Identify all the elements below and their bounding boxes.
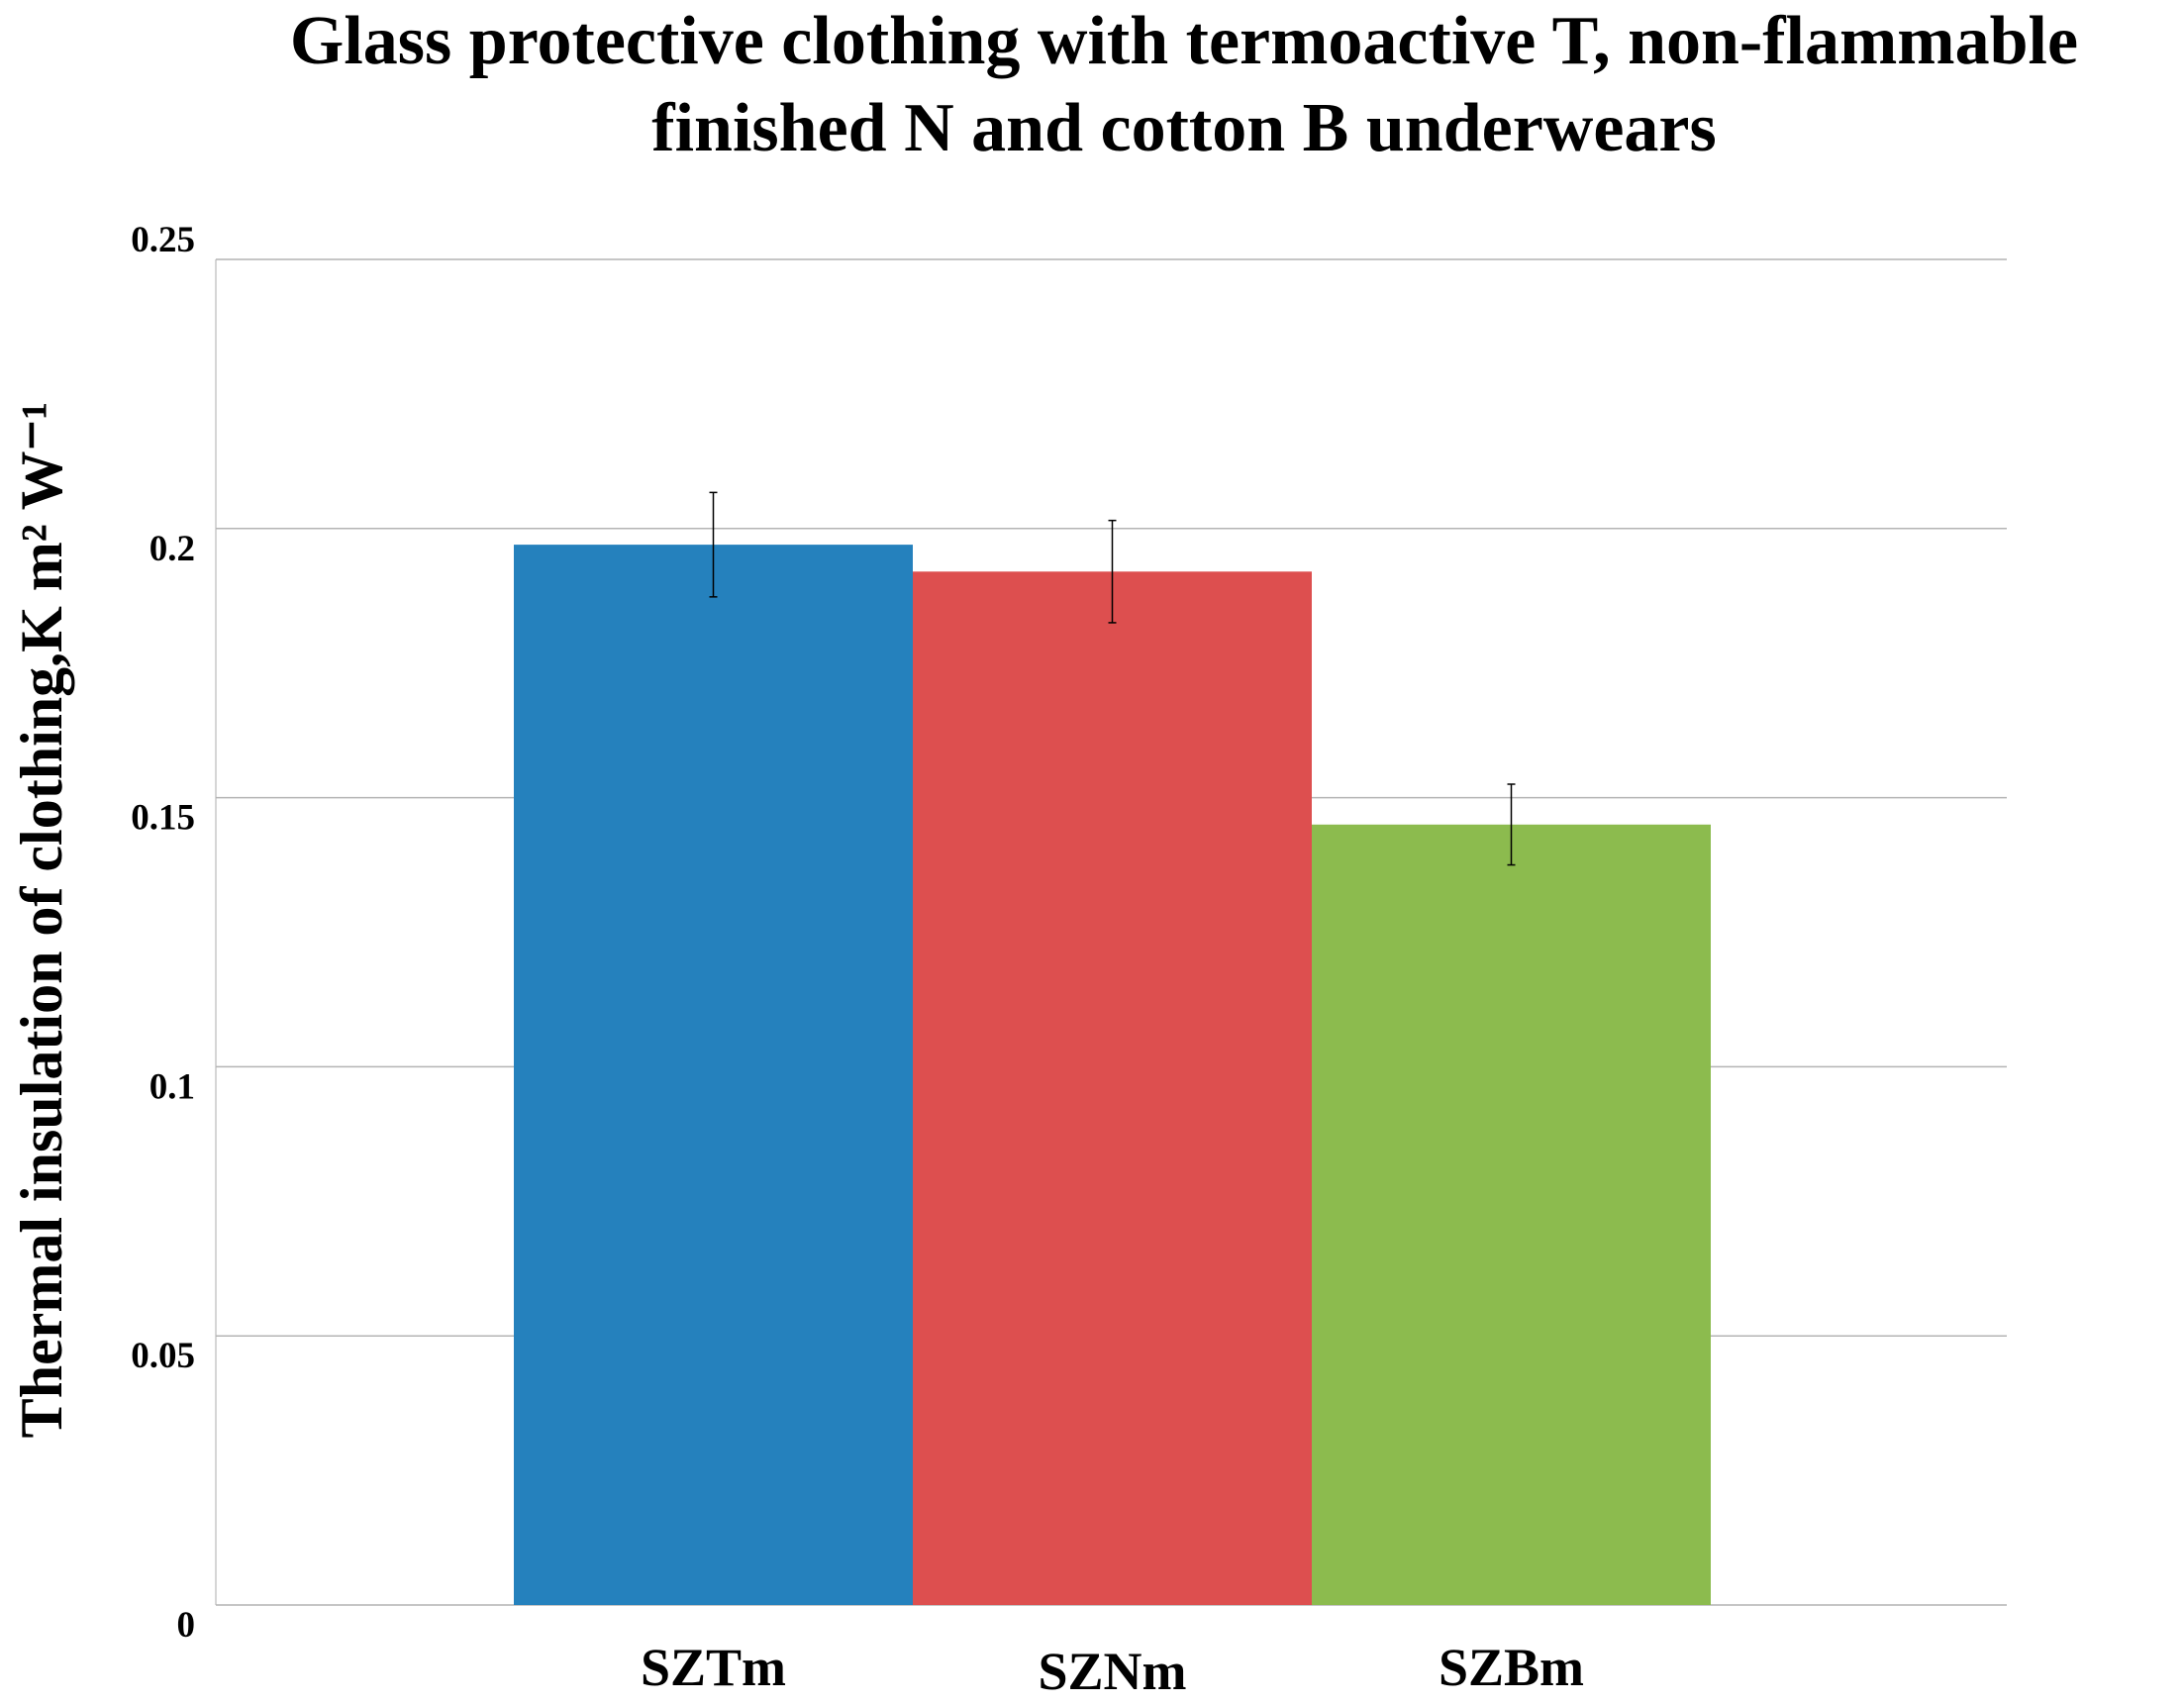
chart-title-line: finished N and cotton B underwears	[651, 90, 1716, 166]
y-tick-label: 0.1	[149, 1066, 195, 1107]
bar	[1312, 824, 1711, 1605]
y-tick-label: 0.25	[131, 220, 195, 260]
chart-title-line: Glass protective clothing with termoacti…	[290, 3, 2078, 79]
x-tick-label: SZNm	[1038, 1642, 1186, 1701]
y-axis-label: Thermal insulation of clothing,K m² W⁻¹	[9, 402, 74, 1439]
y-tick-label: 0.15	[131, 798, 195, 839]
x-tick-label: SZBm	[1439, 1638, 1584, 1697]
y-tick-label: 0.2	[149, 529, 195, 569]
x-tick-label: SZTm	[641, 1638, 786, 1697]
bar	[913, 571, 1312, 1605]
bar	[514, 545, 913, 1606]
y-tick-label: 0	[177, 1605, 196, 1646]
y-tick-label: 0.05	[131, 1336, 195, 1376]
